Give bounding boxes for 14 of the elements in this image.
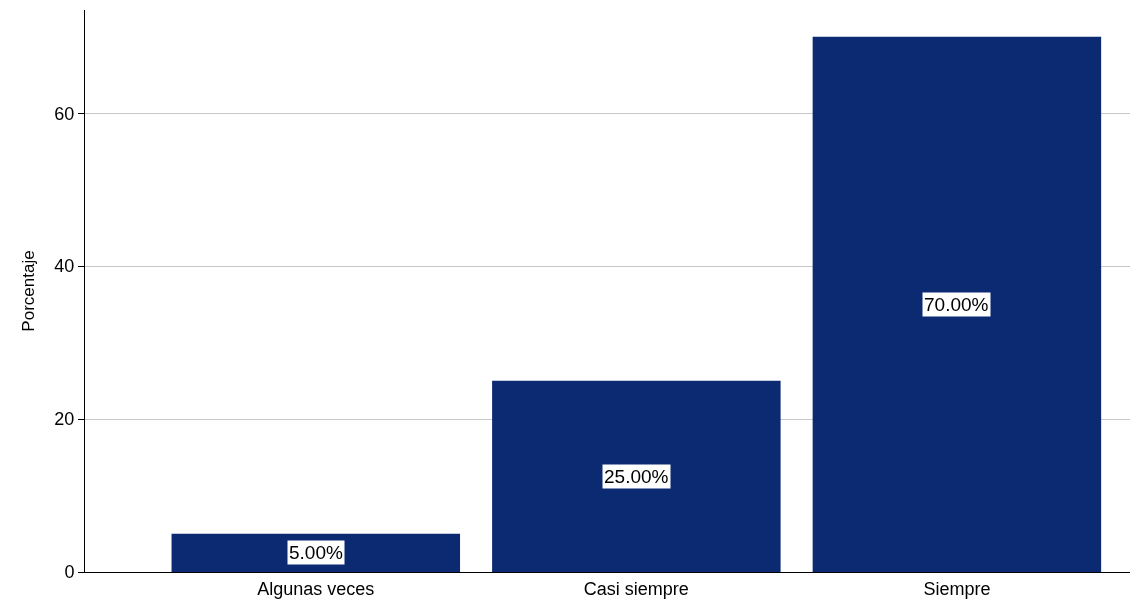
bar — [812, 36, 1102, 572]
y-tick-label: 0 — [64, 562, 75, 583]
y-tick-label: 40 — [54, 256, 75, 277]
y-tick-label: 60 — [54, 103, 75, 124]
data-label: 70.00% — [924, 294, 989, 315]
x-tick-label: Siempre — [923, 578, 991, 599]
data-label: 25.00% — [604, 466, 669, 487]
y-axis-title: Porcentaje — [18, 250, 38, 332]
data-label: 5.00% — [289, 542, 343, 563]
bar — [171, 533, 461, 572]
y-tick-label: 20 — [54, 409, 75, 430]
bar — [492, 380, 781, 572]
x-tick-label: Casi siempre — [583, 578, 689, 599]
x-tick-label: Algunas veces — [257, 578, 375, 599]
